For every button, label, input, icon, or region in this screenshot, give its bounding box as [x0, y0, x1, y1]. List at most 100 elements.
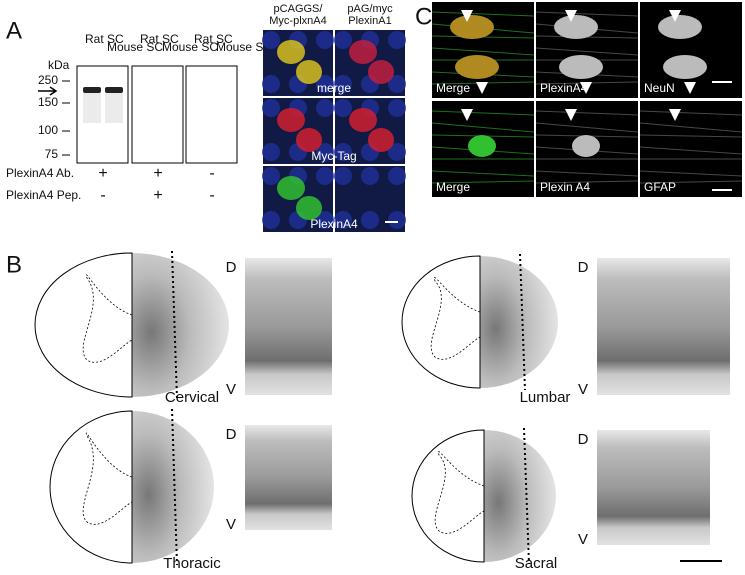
lane-label: Rat SC [194, 32, 233, 46]
section-name: Lumbar [520, 389, 571, 406]
cell [277, 108, 305, 132]
section-gray-half [132, 253, 229, 397]
unit-label: kDa [48, 58, 70, 72]
gray-matter-outline [82, 274, 133, 363]
nucleus [334, 143, 352, 161]
fiber [639, 170, 743, 177]
nucleus [262, 167, 280, 185]
panel-caption: Merge [436, 180, 470, 194]
blot [185, 65, 238, 164]
blot [131, 65, 184, 164]
dorsal-label: D [578, 431, 589, 448]
arrowhead [669, 10, 681, 22]
cell [368, 128, 394, 152]
section-cut-line [171, 408, 178, 566]
lane-label: Rat SC [85, 32, 124, 46]
fiber [535, 122, 639, 133]
section-name: Cervical [165, 389, 219, 406]
nucleus [316, 75, 334, 93]
row-label: PlexinA4 [310, 217, 358, 231]
dorsal-label: D [226, 259, 237, 276]
panel-caption: NeuN [644, 81, 675, 95]
arrowhead [461, 10, 473, 22]
panel-caption: GFAP [644, 180, 676, 194]
gray-matter-outline [434, 451, 485, 534]
condition-label: PlexinA4 Pep. [6, 188, 81, 202]
cell [277, 40, 305, 64]
condition-sign: - [100, 187, 105, 204]
ventral-label: V [226, 516, 236, 533]
cell [349, 108, 377, 132]
nucleus [316, 211, 334, 229]
tissue-strip [245, 258, 332, 395]
nucleus [334, 211, 352, 229]
nucleus [334, 99, 352, 117]
fiber [535, 170, 639, 177]
nucleus [388, 143, 406, 161]
cell [368, 60, 394, 84]
section-gray-half [132, 411, 214, 563]
neuron [559, 55, 603, 79]
lane-label: Mouse SC [162, 40, 218, 54]
lane-label: Rat SC [140, 32, 179, 46]
fiber [535, 110, 639, 116]
fiber [431, 170, 535, 177]
band [105, 87, 123, 93]
neuron [468, 135, 496, 157]
neuron [554, 15, 598, 39]
arrowhead [580, 82, 592, 94]
fiber [535, 180, 639, 184]
panel-label: B [6, 251, 22, 278]
fiber [639, 180, 743, 184]
band-arrow [38, 86, 58, 96]
section-outline-half [411, 429, 485, 563]
fiber [535, 11, 639, 17]
fiber [535, 47, 639, 56]
nucleus [262, 211, 280, 229]
section-name: Thoracic [163, 555, 221, 572]
tissue-strip [597, 258, 730, 395]
marker-label: 100 [38, 123, 58, 137]
nucleus [316, 143, 334, 161]
fiber [431, 110, 535, 116]
section-outline-half [401, 255, 481, 389]
fiber [431, 47, 535, 56]
row-label: merge [317, 81, 351, 95]
section-outline-half [49, 410, 133, 564]
section-name: Sacral [515, 555, 558, 572]
nucleus [334, 167, 352, 185]
row-label: Myc-Tag [311, 149, 356, 163]
cell [296, 128, 322, 152]
fiber [639, 110, 743, 116]
dorsal-label: D [578, 259, 589, 276]
gray-matter-outline [430, 277, 481, 360]
nucleus [388, 99, 406, 117]
neuron [572, 135, 600, 157]
nucleus [388, 167, 406, 185]
arrowhead [669, 109, 681, 121]
section-gray-half [484, 430, 556, 562]
nucleus [262, 31, 280, 49]
neuron [663, 55, 707, 79]
column-header: pCAGGS/ [274, 3, 324, 15]
cell [296, 196, 322, 220]
fiber [431, 122, 535, 133]
arrowhead [684, 82, 696, 94]
condition-sign: - [209, 165, 214, 182]
nucleus [316, 167, 334, 185]
panel-caption: Merge [436, 81, 470, 95]
fiber [431, 180, 535, 184]
ventral-label: V [226, 381, 236, 398]
column-header: Myc-plxnA4 [269, 15, 326, 27]
tissue-strip [245, 425, 332, 530]
panel-label: A [6, 17, 22, 44]
arrowhead [565, 10, 577, 22]
fiber [431, 11, 535, 17]
ventral-label: V [578, 381, 588, 398]
nucleus [262, 75, 280, 93]
arrowhead [476, 82, 488, 94]
smear [83, 93, 101, 123]
panel-caption: PlexinA4 [540, 81, 588, 95]
arrowhead [565, 109, 577, 121]
